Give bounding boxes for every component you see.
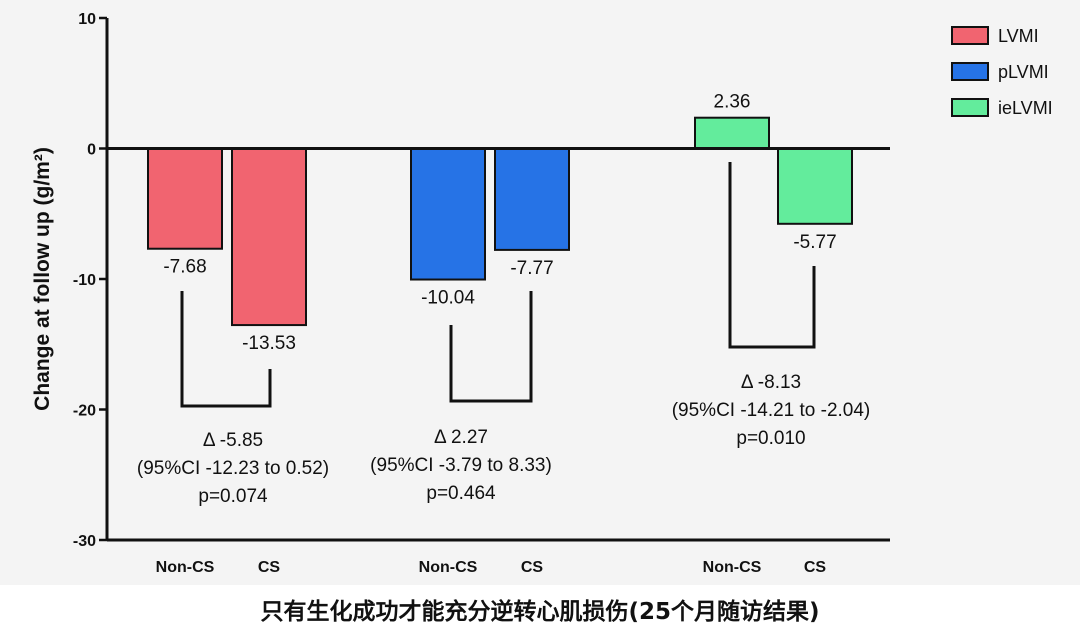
figure-caption: 只有生化成功才能充分逆转心肌损伤(25个月随访结果)	[260, 599, 820, 625]
data-label: -13.53	[242, 333, 296, 354]
annotation-p-value: p=0.010	[736, 428, 805, 449]
bar-LVMI-cs	[231, 147, 307, 327]
x-category-label: CS	[258, 559, 281, 576]
legend-label: LVMI	[998, 26, 1039, 46]
legend-swatch-LVMI	[951, 26, 989, 45]
comparison-bracket	[728, 162, 816, 349]
annotation-delta: Δ -5.85	[203, 430, 263, 451]
y-tick-label: -20	[73, 403, 96, 420]
x-category-label: Non-CS	[419, 559, 478, 576]
annotation-ci: (95%CI -3.79 to 8.33)	[370, 455, 552, 476]
bar-pLVMI-non-cs	[410, 147, 486, 281]
bar-ieLVMI-non-cs	[694, 116, 770, 150]
data-label: -10.04	[421, 288, 475, 309]
annotation-p-value: p=0.464	[426, 483, 496, 504]
annotation-ci: (95%CI -14.21 to -2.04)	[672, 400, 871, 421]
y-tick-label: 10	[78, 11, 96, 28]
legend-label: pLVMI	[998, 62, 1049, 82]
legend-swatch-pLVMI	[951, 62, 989, 81]
legend-swatch-ieLVMI	[951, 98, 989, 117]
x-category-label: Non-CS	[156, 559, 215, 576]
comparison-bracket	[449, 291, 533, 403]
legend-label: ieLVMI	[998, 98, 1053, 118]
x-category-label: Non-CS	[703, 559, 762, 576]
annotation-delta: Δ -8.13	[741, 372, 801, 393]
annotation-ci: (95%CI -12.23 to 0.52)	[137, 458, 329, 479]
annotation-p-value: p=0.074	[198, 486, 268, 507]
data-label: -7.77	[510, 258, 553, 279]
bar-chart: 10 0 -10 -20 -30 Change at follow up (g/m²) No…	[31, 11, 1053, 576]
bar-LVMI-non-cs	[147, 147, 223, 250]
y-tick-label: -10	[73, 272, 96, 289]
y-axis-label: Change at follow up (g/m²)	[31, 147, 54, 411]
bar-pLVMI-cs	[494, 147, 570, 251]
x-category-label: CS	[804, 559, 827, 576]
annotation-delta: Δ 2.27	[434, 427, 488, 448]
y-tick-label: 0	[87, 142, 96, 159]
data-label: 2.36	[714, 92, 751, 113]
bar-ieLVMI-cs	[777, 147, 853, 225]
chart-panel: 10 0 -10 -20 -30 Change at follow up (g/m²) No…	[0, 0, 1080, 585]
comparison-bracket	[180, 291, 272, 408]
y-tick-label: -30	[73, 533, 96, 550]
x-category-label: CS	[521, 559, 544, 576]
data-label: -5.77	[793, 232, 836, 253]
data-label: -7.68	[163, 257, 206, 278]
